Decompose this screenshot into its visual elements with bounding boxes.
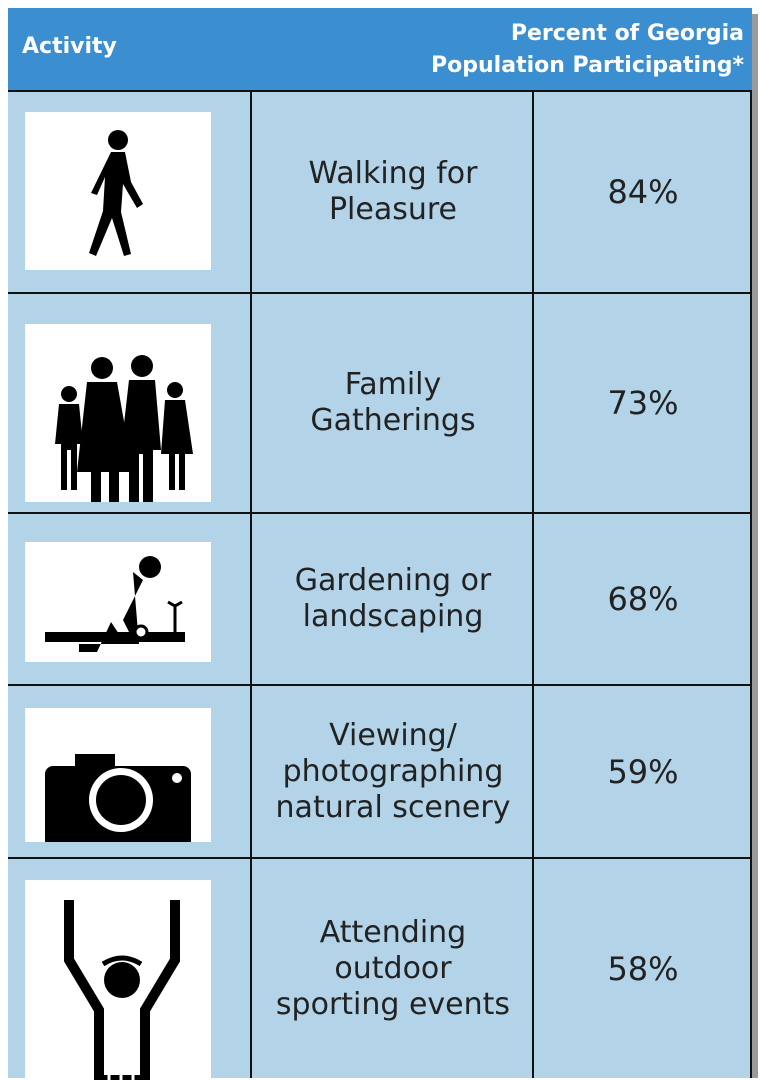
activity-line: Walking for	[308, 156, 478, 191]
activity-icon	[25, 324, 211, 502]
table-body: Walking for Pleasure 84% Family Gatherings 73…	[8, 90, 752, 1080]
activity-line: Attending	[319, 914, 467, 950]
table-row: Viewing/photographing natural scenery 59%	[8, 684, 752, 857]
percent-cell: 68%	[607, 580, 679, 618]
activity-cell: Walking for Pleasure	[252, 92, 534, 292]
table-row: Walking for Pleasure 84%	[8, 90, 752, 292]
activity-icon	[25, 708, 211, 842]
activity-line: Viewing/	[329, 717, 457, 753]
activity-line: Gatherings	[310, 403, 476, 438]
activity-line: natural scenery	[275, 789, 511, 825]
icon	[89, 130, 143, 256]
activity-line: photographing	[282, 753, 504, 789]
table-row: Gardening or landscaping 68%	[8, 512, 752, 684]
icon	[55, 355, 193, 502]
header: Activity Percent of Georgia Population P…	[8, 8, 752, 90]
activity-line: outdoor	[334, 950, 452, 986]
icon	[64, 900, 180, 1080]
activity-cell: Viewing/photographing natural scenery	[252, 686, 534, 857]
activity-line: Family	[344, 367, 442, 402]
activity-line: landscaping	[302, 599, 484, 634]
column-line	[750, 90, 752, 1078]
table-row: Family Gatherings 73%	[8, 292, 752, 512]
icon	[45, 556, 185, 652]
column-line	[250, 90, 252, 1078]
percent-cell: 73%	[607, 384, 679, 422]
activity-cell: Attending outdoor sporting events	[252, 859, 534, 1078]
column-line	[532, 90, 534, 1078]
activity-cell: Family Gatherings	[252, 294, 534, 512]
header-cell: Activity	[22, 34, 117, 59]
activity-icon	[25, 112, 211, 270]
icon	[45, 754, 191, 842]
activity-line: sporting events	[275, 986, 511, 1022]
percent-cell: 84%	[607, 173, 679, 211]
table-row: Attending outdoor sporting events 58%	[8, 857, 752, 1080]
header-cell: Percent of Georgia Population Participat…	[431, 21, 744, 78]
activity-line: Pleasure	[328, 192, 458, 227]
activity-line: Gardening or	[294, 563, 492, 598]
percent-cell: 59%	[607, 752, 679, 791]
activity-icon	[25, 542, 211, 662]
activity-cell: Gardening or landscaping	[252, 514, 534, 684]
activity-icon	[25, 880, 211, 1080]
percent-cell: 58%	[607, 949, 679, 988]
